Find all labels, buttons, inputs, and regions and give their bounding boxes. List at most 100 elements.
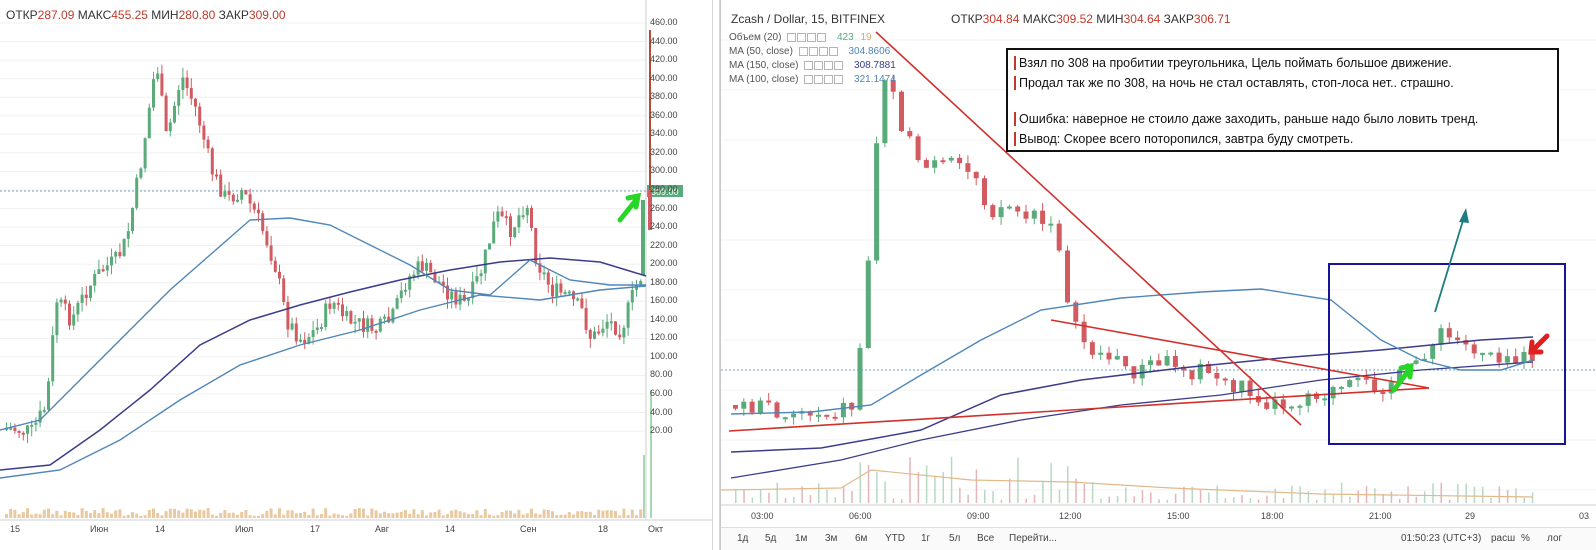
candle (425, 262, 428, 271)
volume-bar (412, 509, 416, 518)
volume-bar (1050, 462, 1052, 503)
candle (782, 417, 788, 420)
clock-readout[interactable]: 01:50:23 (UTC+3) (1401, 533, 1482, 544)
volume-bar (934, 475, 936, 503)
volume-bar (1490, 497, 1492, 503)
candle (173, 105, 176, 123)
study-ma-150[interactable]: MA (150, close) 308.7881 (729, 60, 896, 72)
volume-bar (1349, 496, 1351, 503)
left-price-chart[interactable]: 309.00 (0, 0, 712, 550)
candle (1322, 398, 1328, 401)
volume-bar (1357, 490, 1359, 503)
candle (101, 269, 105, 272)
log-button[interactable]: лог (1547, 533, 1563, 544)
candle (1363, 377, 1369, 380)
volume-bar (1042, 480, 1044, 503)
study-ma-100[interactable]: MA (100, close) 321.1474 (729, 74, 896, 86)
study-controls[interactable] (798, 46, 839, 57)
price-tick-label: 220.00 (650, 239, 678, 250)
candle (749, 401, 755, 413)
right-price-chart[interactable] (721, 0, 1596, 550)
volume-bar (126, 514, 130, 518)
study-controls[interactable] (804, 74, 844, 85)
range-6m-button[interactable]: 6м (855, 533, 868, 544)
volume-bar (1374, 488, 1376, 503)
symbol-title[interactable]: Zcash / Dollar, 15, BITFINEX (731, 12, 886, 26)
candle (353, 321, 357, 324)
volume-bar (177, 510, 181, 518)
volume-bar (542, 509, 546, 518)
candle (290, 323, 294, 330)
candle (483, 249, 487, 274)
volume-bar (26, 508, 29, 518)
volume-bar (1307, 490, 1310, 503)
candle (733, 405, 738, 409)
volume-bar (630, 509, 634, 518)
candle (513, 227, 517, 238)
target-arrowhead-icon (1459, 208, 1469, 223)
volume-bar (63, 510, 67, 518)
candle (1504, 356, 1510, 363)
candle (143, 138, 147, 169)
volume-bar (942, 472, 944, 503)
range-all-button[interactable]: Все (977, 533, 995, 544)
goto-button[interactable]: Перейти... (1009, 533, 1057, 544)
candle (1239, 380, 1245, 393)
candle (973, 171, 979, 179)
range-5d-button[interactable]: 5д (765, 533, 777, 544)
candle (399, 290, 403, 299)
candle (1305, 393, 1311, 406)
candle (26, 425, 29, 434)
candle (416, 261, 420, 275)
range-1y-button[interactable]: 1г (921, 533, 931, 544)
candle (1222, 378, 1228, 381)
volume-bar (51, 514, 55, 518)
volume-bar (286, 510, 290, 518)
volume-bar (206, 508, 210, 518)
volume-bar (34, 513, 38, 518)
candle (198, 106, 202, 126)
study-volume[interactable]: Объем (20) 423 19 (729, 32, 872, 44)
percent-button[interactable]: % (1521, 533, 1530, 544)
study-ma-50[interactable]: MA (50, close) 304.8606 (729, 46, 891, 58)
volume-bar (1473, 486, 1476, 503)
time-tick-label: 06:00 (849, 511, 872, 521)
ma-line-long (0, 285, 647, 479)
study-controls[interactable] (787, 32, 827, 43)
candle (1289, 406, 1295, 409)
volume-bar (236, 514, 239, 518)
volume-bar (563, 514, 567, 518)
autoscale-button[interactable]: расш (1491, 533, 1516, 544)
candle (126, 231, 130, 239)
candle (378, 318, 382, 332)
candle (471, 281, 475, 299)
volume-bar (38, 514, 42, 518)
candle (450, 291, 454, 300)
volume-bar (374, 510, 378, 518)
volume-bar (588, 511, 592, 518)
right-chart-pane[interactable]: Zcash / Dollar, 15, BITFINEX ОТКР304.84 … (720, 0, 1596, 550)
volume-bar (437, 509, 441, 518)
candle (635, 285, 638, 290)
pane-divider[interactable] (712, 0, 720, 550)
candle (614, 321, 617, 335)
price-tick-label: 320.00 (650, 146, 678, 157)
volume-bar (809, 495, 812, 503)
study-controls[interactable] (804, 60, 844, 71)
range-ytd-button[interactable]: YTD (885, 533, 905, 544)
candle (454, 291, 458, 305)
range-1d-button[interactable]: 1д (737, 533, 749, 544)
volume-bar (1515, 488, 1517, 503)
volume-bar (901, 499, 903, 503)
candle (492, 221, 496, 244)
range-5y-button[interactable]: 5л (949, 533, 961, 544)
candle (982, 178, 987, 206)
left-chart-pane[interactable]: ОТКР287.09 МАКС455.25 МИН280.80 ЗАКР309.… (0, 0, 712, 550)
range-1m-button[interactable]: 1м (795, 533, 808, 544)
candle (269, 245, 273, 261)
candle (219, 174, 223, 197)
left-ohlc-legend: ОТКР287.09 МАКС455.25 МИН280.80 ЗАКР309.… (6, 8, 286, 22)
volume-bar (1407, 486, 1409, 503)
range-3m-button[interactable]: 3м (825, 533, 838, 544)
volume-bar (776, 482, 778, 503)
